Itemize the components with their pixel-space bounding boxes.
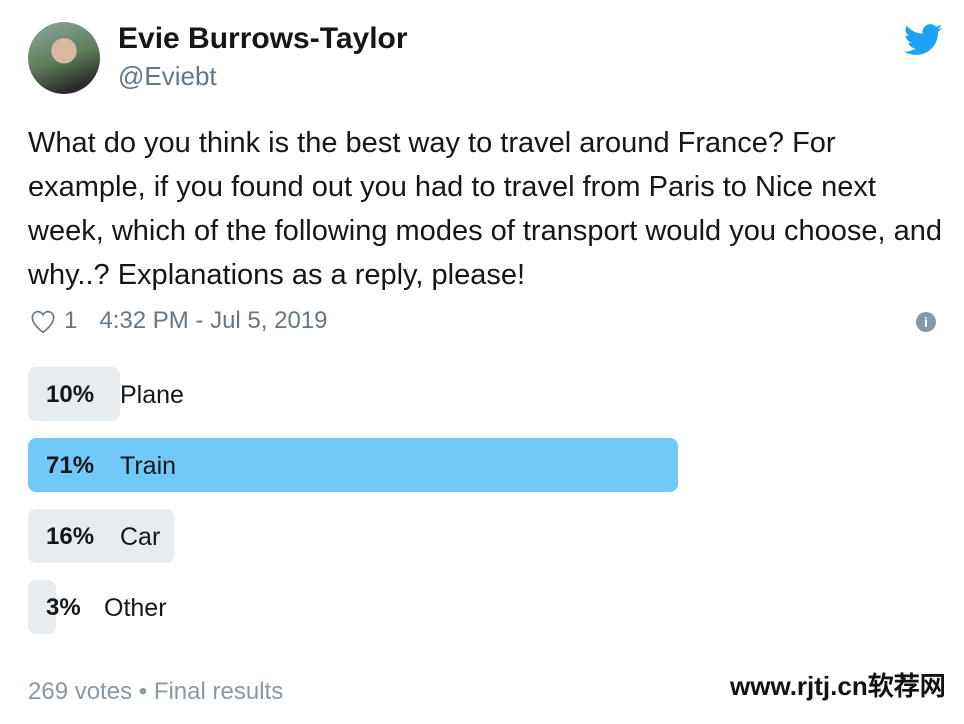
poll-label: Plane [120,381,184,409]
poll-percent: 71% [46,452,95,479]
poll-footer: 269 votes • Final results [28,678,284,705]
poll-bar [28,509,175,563]
poll-option-train: 71% Train [28,438,943,492]
poll-percent: 16% [46,523,95,550]
poll-label: Train [120,452,177,480]
info-icon[interactable]: i [916,312,936,332]
twitter-bird-icon[interactable] [904,24,942,56]
poll-bar [28,367,120,421]
poll-option-plane: 10% Plane [28,367,943,421]
poll-percent: 10% [46,381,95,408]
author-name[interactable]: Evie Burrows-Taylor [118,22,408,55]
poll-option-other: 3% Other [28,580,943,634]
poll-percent: 3% [46,594,81,621]
timestamp[interactable]: 4:32 PM - Jul 5, 2019 [99,307,328,334]
watermark: www.rjtj.cn软荐网 [730,671,946,701]
poll-bar [28,580,56,634]
tweet-meta: 1 4:32 PM - Jul 5, 2019 [28,306,328,336]
like-count: 1 [64,307,78,334]
heart-icon[interactable] [28,306,58,336]
tweet-text: What do you think is the best way to tra… [28,127,943,291]
author-handle[interactable]: @Eviebt [118,61,217,91]
poll-option-car: 16% Car [28,509,943,563]
poll-label: Other [104,594,167,622]
avatar[interactable] [28,22,100,94]
poll-label: Car [120,523,161,551]
poll-bar [28,438,678,492]
